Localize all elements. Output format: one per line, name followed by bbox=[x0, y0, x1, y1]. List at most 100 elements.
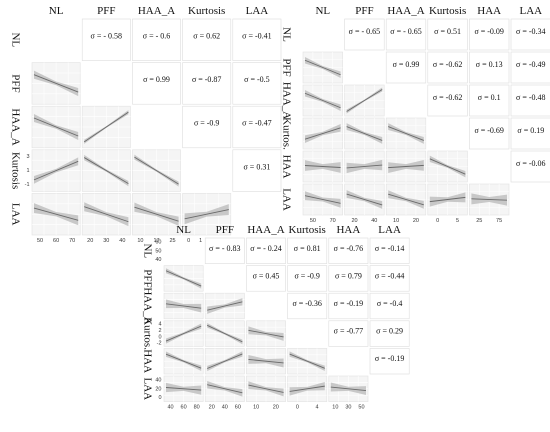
correlation-label: σ = 0.81 bbox=[294, 244, 321, 253]
scatter-panel bbox=[344, 183, 385, 216]
sigma-prefix: σ = bbox=[433, 93, 446, 102]
correlation-label: σ = -0.77 bbox=[334, 326, 364, 335]
scatter-panel bbox=[163, 320, 204, 347]
scatter-panel bbox=[31, 193, 81, 236]
scatter-panel bbox=[385, 183, 427, 216]
regression-line bbox=[165, 387, 202, 391]
correlation-label: σ = 0.29 bbox=[376, 326, 403, 335]
correlation-label: σ = 0.45 bbox=[253, 271, 280, 280]
row-tick-label: 0 bbox=[158, 334, 161, 340]
scatter-panel bbox=[132, 193, 181, 236]
scatter-panel bbox=[302, 183, 343, 216]
correlation-value: -0.41 bbox=[255, 31, 272, 40]
correlation-cell bbox=[510, 117, 550, 150]
column-header: HAA_A bbox=[138, 5, 175, 17]
correlation-value: -0.14 bbox=[388, 244, 405, 253]
regression-line bbox=[83, 111, 129, 143]
sigma-prefix: σ = bbox=[192, 75, 205, 84]
row-label: HAA bbox=[280, 155, 292, 179]
column-tick-label: 40 bbox=[371, 218, 377, 224]
row-tick-label: 0 bbox=[158, 395, 161, 401]
correlation-label: σ = -0.49 bbox=[516, 60, 546, 69]
scatter-panel bbox=[81, 193, 131, 236]
row-label: Kurtos. bbox=[141, 317, 153, 350]
regression-line bbox=[429, 158, 466, 175]
column-tick-label: 4 bbox=[315, 405, 318, 411]
correlation-label: σ = - 0.6 bbox=[143, 31, 171, 40]
correlation-label: σ = -0.19 bbox=[375, 354, 405, 363]
sigma-prefix: σ = bbox=[474, 126, 487, 135]
column-header: HAA_A bbox=[247, 224, 284, 236]
correlation-cell bbox=[132, 18, 181, 61]
correlation-cell bbox=[510, 84, 550, 117]
correlation-value: -0.87 bbox=[205, 75, 222, 84]
regression-line bbox=[165, 303, 202, 309]
correlation-value: -0.09 bbox=[487, 27, 504, 36]
correlation-value: 0.19 bbox=[530, 126, 544, 135]
column-header: LAA bbox=[246, 5, 269, 17]
row-label: LAA bbox=[280, 188, 292, 211]
column-tick-label: 0 bbox=[187, 238, 190, 244]
sigma-prefix: σ = bbox=[393, 60, 406, 69]
scatter-panel bbox=[204, 320, 245, 347]
regression-line bbox=[289, 385, 325, 392]
sigma-prefix: σ = bbox=[194, 119, 207, 128]
sigma-prefix: σ = bbox=[517, 126, 530, 135]
scatter-panel bbox=[163, 265, 204, 292]
regression-line bbox=[33, 74, 79, 93]
regression-line bbox=[33, 160, 79, 181]
correlation-cell bbox=[469, 51, 510, 84]
sigma-prefix: σ = bbox=[474, 27, 487, 36]
row-tick-label: 1 bbox=[26, 168, 29, 174]
row-label: LAA bbox=[9, 203, 21, 226]
row-label: PFF bbox=[280, 58, 292, 76]
column-header: Kurtosis bbox=[289, 224, 326, 236]
correlation-value: -0.44 bbox=[388, 271, 405, 280]
correlation-value: -0.77 bbox=[346, 326, 363, 335]
scatter-panel bbox=[328, 375, 369, 402]
row-tick-label: 50 bbox=[155, 248, 161, 254]
correlation-label: σ = 0.99 bbox=[143, 75, 170, 84]
regression-line bbox=[304, 127, 341, 140]
regression-line bbox=[184, 209, 229, 220]
correlation-value: -0.49 bbox=[529, 60, 546, 69]
regression-line bbox=[429, 196, 466, 203]
correlation-label: σ = -0.62 bbox=[433, 60, 463, 69]
correlation-label: σ = -0.06 bbox=[516, 159, 546, 168]
regression-line bbox=[346, 126, 383, 141]
correlation-label: σ = 0.1 bbox=[478, 93, 501, 102]
sigma-prefix: σ = bbox=[433, 60, 446, 69]
column-tick-label: 50 bbox=[310, 218, 316, 224]
column-tick-label: 60 bbox=[53, 238, 59, 244]
correlation-cell bbox=[510, 18, 550, 51]
sigma-prefix: σ = bbox=[91, 31, 104, 40]
correlation-cell bbox=[385, 18, 427, 51]
scatter-panel bbox=[246, 320, 286, 347]
sigma-prefix: σ = bbox=[516, 93, 529, 102]
correlation-label: σ = -0.4 bbox=[377, 299, 403, 308]
correlation-cell bbox=[232, 149, 282, 192]
correlation-label: σ = -0.34 bbox=[516, 27, 546, 36]
correlation-label: σ = -0.76 bbox=[334, 244, 364, 253]
column-tick-label: 30 bbox=[103, 238, 109, 244]
regression-line bbox=[304, 59, 341, 76]
sigma-prefix: σ = bbox=[242, 119, 255, 128]
correlation-cell bbox=[427, 18, 468, 51]
sigma-prefix: σ = bbox=[243, 162, 256, 171]
correlation-cell bbox=[287, 292, 328, 320]
scatter-panel bbox=[385, 150, 427, 183]
row-tick-label: 2 bbox=[158, 328, 161, 334]
scatter-panel bbox=[427, 183, 468, 216]
scatter-panel bbox=[469, 183, 510, 216]
column-header: HAA_A bbox=[387, 5, 424, 17]
row-label: NL bbox=[280, 27, 292, 42]
row-tick-label: 3 bbox=[26, 154, 29, 160]
correlation-cell bbox=[246, 237, 286, 264]
sigma-prefix: σ = bbox=[334, 326, 347, 335]
correlation-value: - 0.83 bbox=[222, 244, 241, 253]
column-header: HAA bbox=[477, 5, 501, 17]
column-tick-label: 50 bbox=[37, 238, 43, 244]
correlation-value: 0.13 bbox=[489, 60, 503, 69]
sigma-prefix: σ = bbox=[143, 31, 156, 40]
scatter-panel bbox=[31, 105, 81, 149]
